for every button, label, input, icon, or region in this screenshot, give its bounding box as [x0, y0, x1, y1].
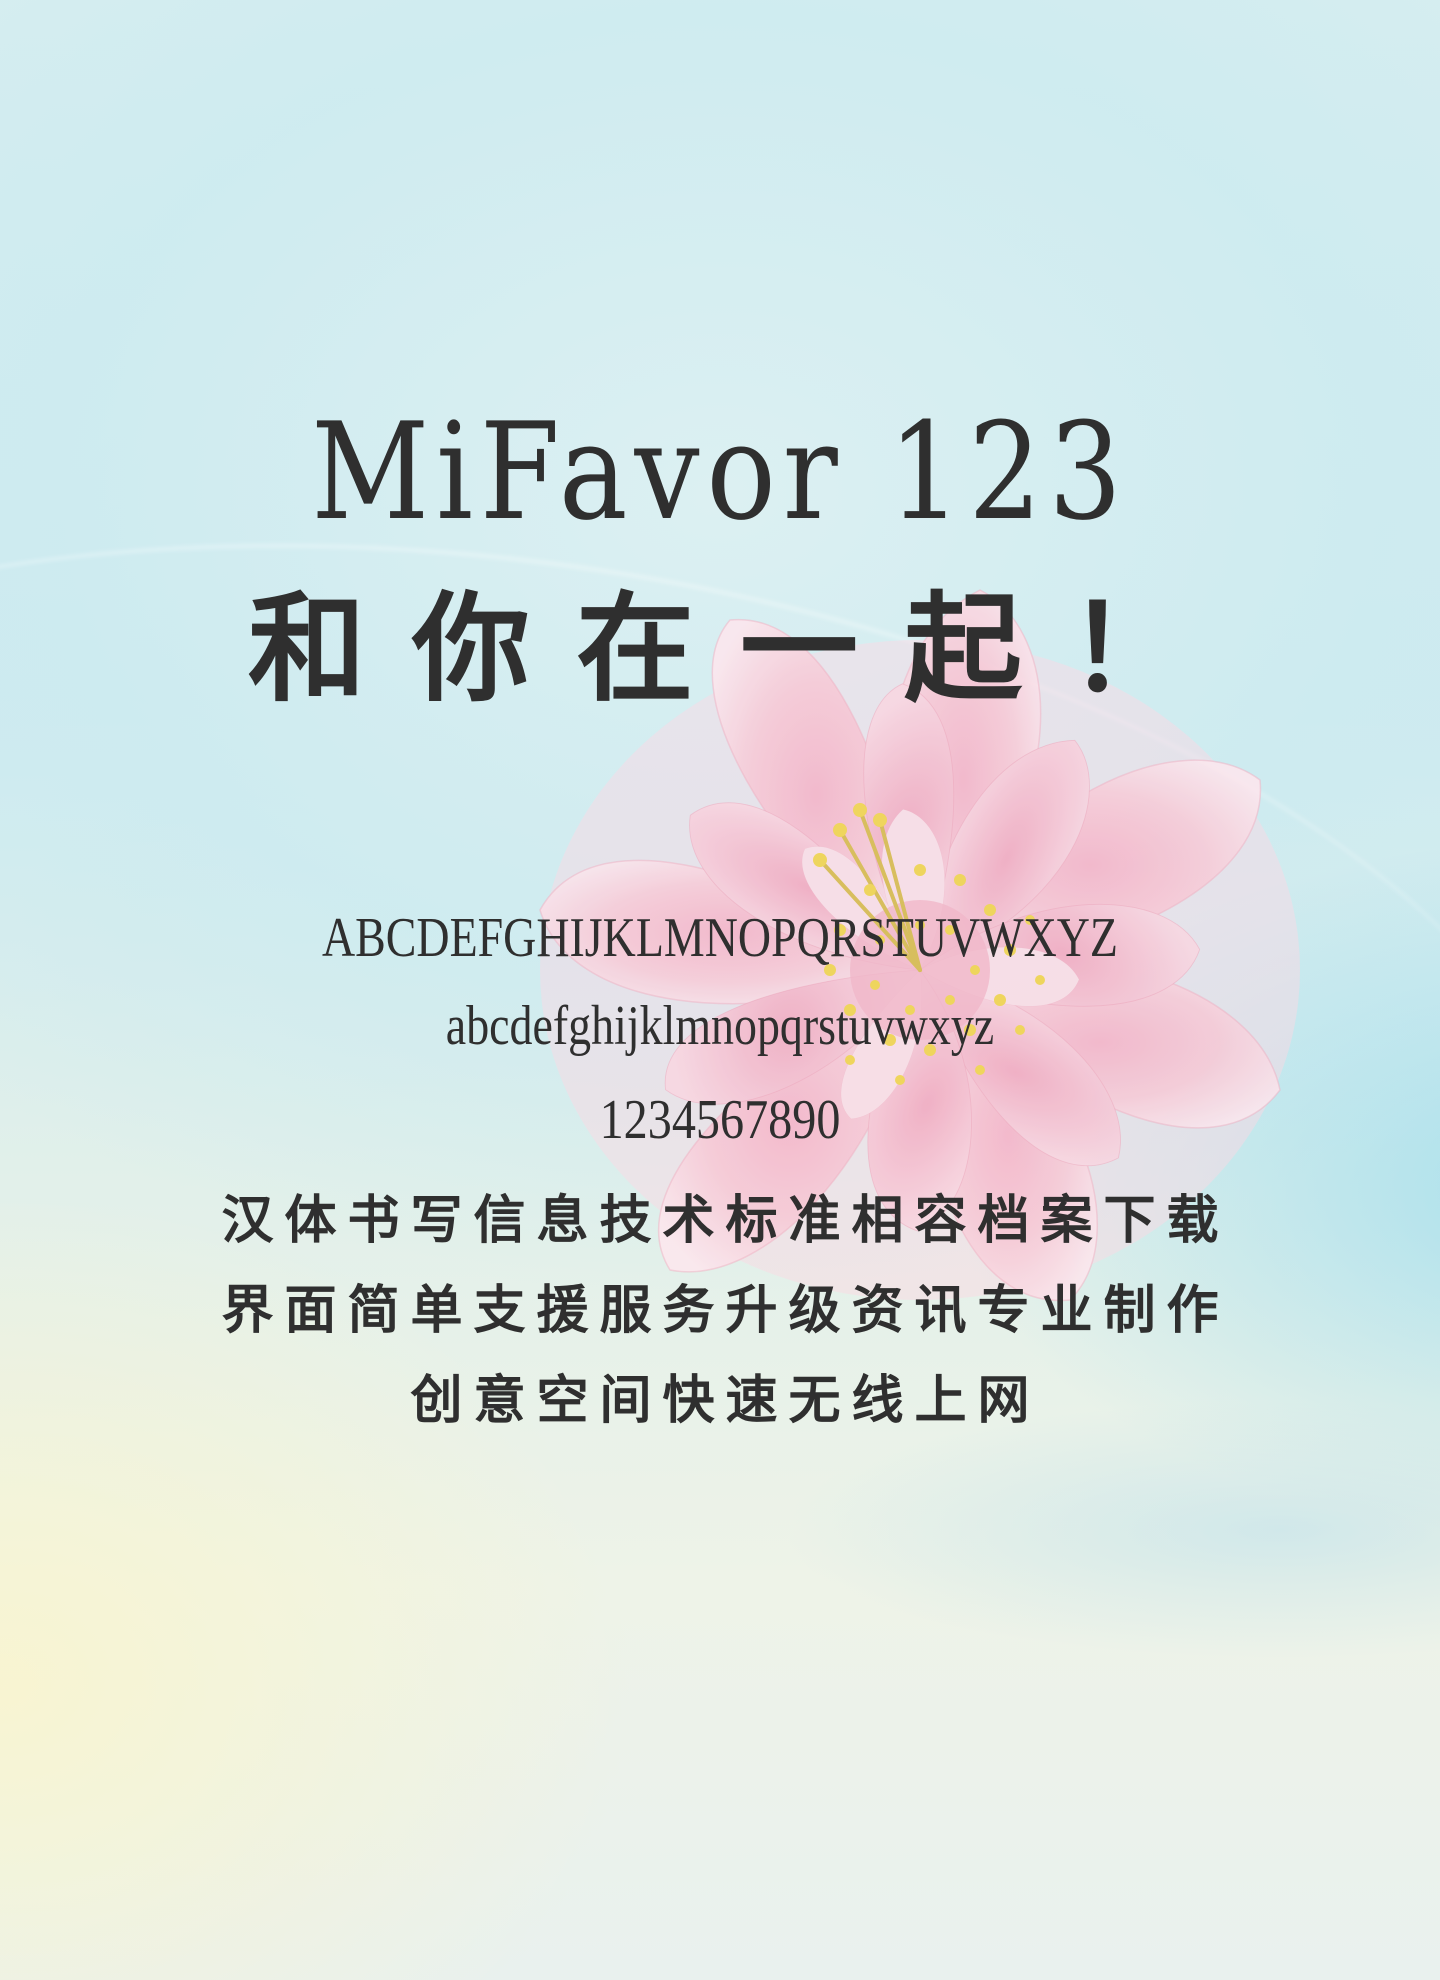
slogan: 和你在一起！ [247, 580, 1232, 718]
digits-sample: 1234567890 [599, 1089, 841, 1151]
chinese-sample-line: 创意空间快速无线上网 [410, 1371, 1041, 1431]
chinese-sample-line: 汉体书写信息技术标准相容档案下载 [221, 1191, 1230, 1251]
lowercase-sample: abcdefghijklmnopqrstuvwxyz [445, 995, 995, 1057]
pink-flower-image [539, 589, 1300, 1302]
font-title: MiFavor 123 [311, 394, 1129, 550]
uppercase-sample: ABCDEFGHIJKLMNOPQRSTUVWXYZ [322, 907, 1118, 969]
chinese-sample-line: 界面简单支援服务升级资讯专业制作 [221, 1281, 1230, 1341]
